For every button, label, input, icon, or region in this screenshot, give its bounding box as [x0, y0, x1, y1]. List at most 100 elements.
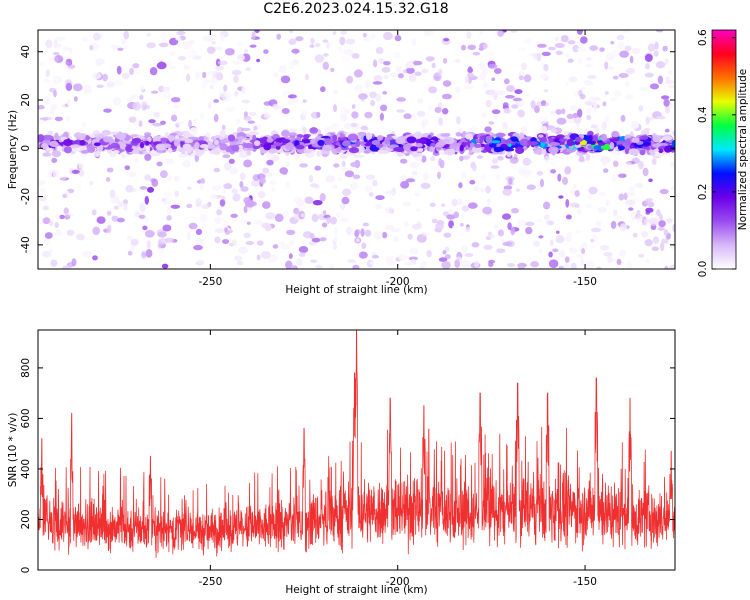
heatmap-cell	[83, 84, 91, 93]
heatmap-cell	[299, 163, 308, 168]
heatmap-cell	[289, 240, 295, 246]
heatmap-band-cell	[549, 142, 561, 146]
heatmap-cell	[618, 173, 627, 178]
heatmap-cell	[187, 186, 192, 190]
x-tick-label: -250	[198, 276, 222, 288]
heatmap-cell	[507, 263, 515, 267]
heatmap-cell	[384, 206, 394, 214]
heatmap-band-cell	[648, 149, 656, 154]
heatmap-cell	[89, 236, 95, 240]
heatmap-cell	[163, 90, 171, 100]
heatmap-cell	[245, 67, 251, 71]
heatmap-cell	[91, 72, 102, 80]
heatmap-cell	[95, 58, 105, 65]
heatmap-cell	[93, 32, 101, 41]
heatmap-cell	[657, 75, 664, 85]
heatmap-cell	[438, 117, 443, 126]
heatmap-band-cell	[438, 150, 445, 155]
heatmap-band-cell	[109, 152, 117, 157]
heatmap-band-cell	[322, 138, 334, 145]
heatmap-band-cell	[554, 138, 561, 143]
heatmap-cell	[384, 190, 395, 195]
heatmap-cell	[69, 47, 73, 55]
heatmap-cell	[243, 232, 251, 239]
heatmap-cell	[409, 247, 419, 255]
heatmap-cell	[342, 188, 352, 196]
heatmap-cell	[411, 223, 422, 230]
heatmap-cell	[618, 73, 629, 78]
heatmap-cell	[409, 161, 419, 169]
heatmap-cell	[54, 222, 59, 228]
heatmap-cell	[132, 63, 140, 69]
heatmap-cell	[286, 229, 296, 236]
heatmap-cell	[311, 214, 317, 220]
heatmap-cell	[550, 110, 556, 115]
heatmap-cell	[139, 84, 145, 91]
heatmap-cell	[113, 205, 119, 210]
heatmap-band-cell	[411, 151, 420, 158]
heatmap-cell	[639, 86, 649, 92]
heatmap-cell	[625, 81, 630, 87]
heatmap-cell	[540, 178, 544, 188]
heatmap-cell	[220, 217, 225, 222]
heatmap-cell	[158, 238, 168, 245]
heatmap-cell	[439, 159, 445, 169]
heatmap-cell	[333, 226, 338, 235]
heatmap-cell	[621, 30, 631, 34]
heatmap-cell	[42, 205, 49, 211]
heatmap-cell	[623, 161, 632, 168]
heatmap-cell	[42, 250, 52, 258]
heatmap-cell	[375, 47, 384, 54]
heatmap-band-cell	[459, 144, 464, 152]
heatmap-cell	[273, 72, 279, 78]
heatmap-cell	[665, 105, 670, 114]
heatmap-cell	[171, 97, 181, 103]
heatmap-cell	[612, 160, 619, 168]
heatmap-cell	[281, 108, 290, 114]
heatmap-band-cell	[348, 147, 360, 154]
heatmap-cell	[243, 205, 248, 214]
heatmap-cell	[52, 75, 62, 84]
heatmap-cell	[351, 53, 360, 59]
heatmap-cell	[631, 211, 636, 220]
heatmap-cell	[246, 221, 251, 225]
heatmap-cell	[158, 42, 169, 48]
heatmap-cell	[149, 67, 158, 76]
heatmap-cell	[305, 73, 309, 81]
heatmap-cell	[638, 105, 643, 112]
heatmap-band-cell	[608, 138, 619, 142]
heatmap-cell	[408, 73, 417, 83]
heatmap-cell	[266, 159, 274, 166]
heatmap-band-cell	[145, 140, 150, 146]
heatmap-cell	[337, 46, 343, 53]
heatmap-band-cell	[550, 128, 559, 134]
heatmap-cell	[333, 235, 338, 243]
heatmap-cell	[62, 193, 68, 198]
heatmap-cell	[311, 237, 321, 243]
heatmap-cell	[65, 116, 70, 122]
heatmap-cell	[411, 170, 418, 176]
heatmap-cell	[490, 165, 500, 169]
heatmap-cell	[375, 93, 382, 102]
heatmap-band-cell	[611, 130, 620, 138]
heatmap-cell	[663, 98, 670, 107]
heatmap-cell	[105, 177, 111, 182]
heatmap-band-cell	[342, 140, 351, 147]
heatmap-cell	[667, 70, 673, 75]
heatmap-cell	[644, 218, 651, 223]
heatmap-cell	[240, 186, 249, 192]
heatmap-band-cell	[465, 133, 474, 140]
heatmap-cell	[362, 33, 367, 38]
heatmap-cell	[324, 126, 334, 134]
heatmap-cell	[225, 106, 235, 112]
heatmap-cell	[182, 161, 191, 167]
heatmap-cell	[404, 261, 414, 266]
heatmap-cell	[471, 242, 480, 248]
heatmap-cell	[73, 96, 78, 102]
heatmap-cell	[657, 227, 665, 231]
heatmap-cell	[64, 213, 75, 217]
y-tick-label: 0	[20, 145, 32, 152]
heatmap-cell	[373, 75, 383, 82]
heatmap-cell	[54, 116, 64, 122]
heatmap-cell	[220, 33, 225, 42]
